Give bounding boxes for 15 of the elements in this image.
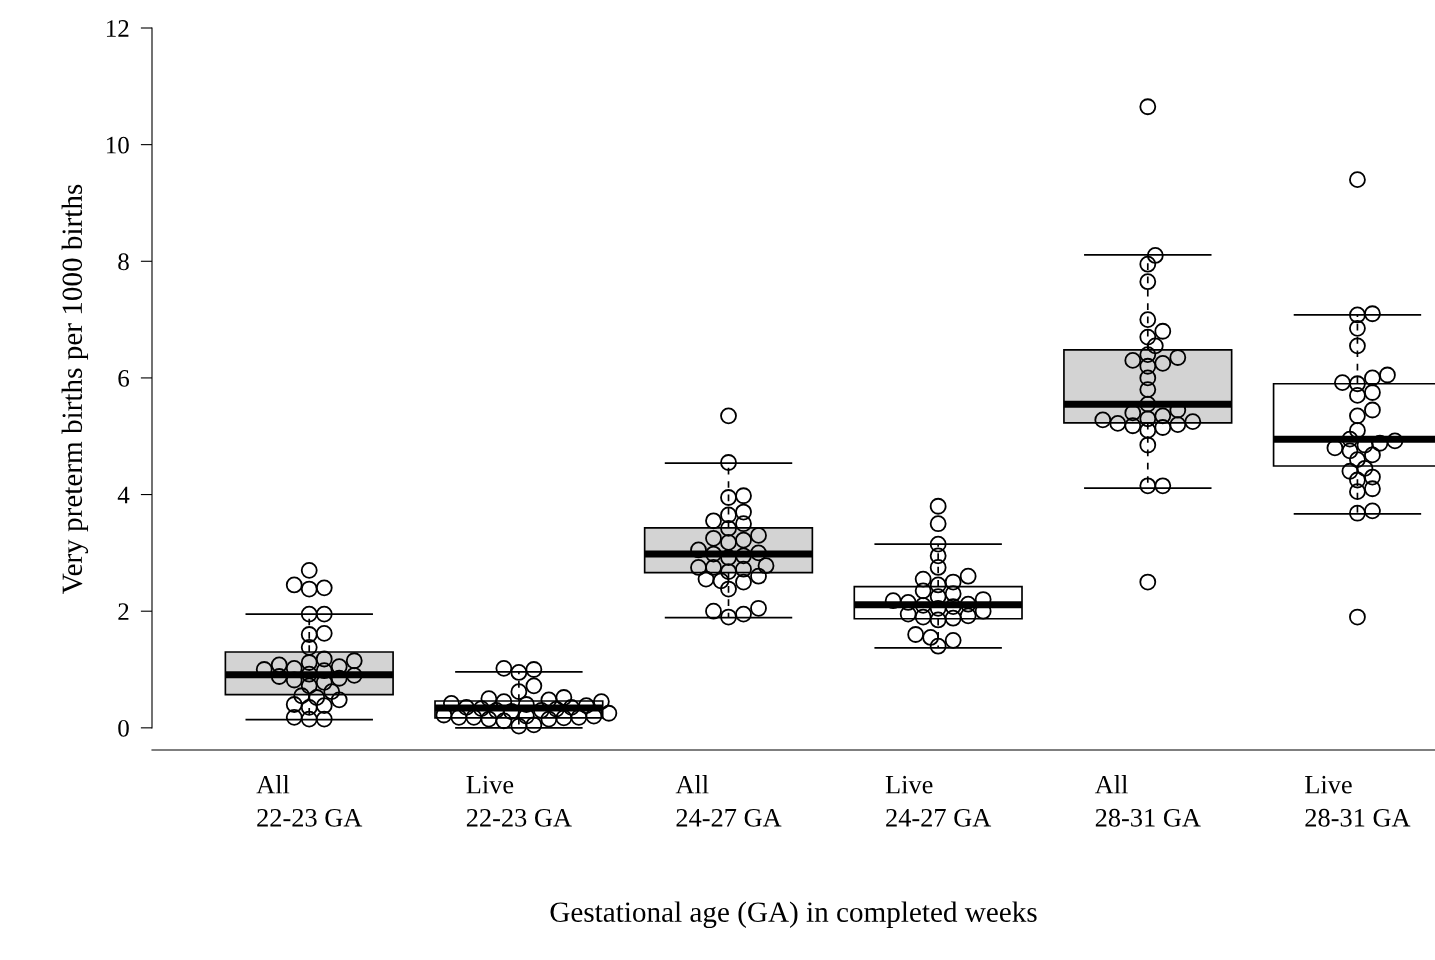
y-tick-label: 8 [118, 253, 129, 271]
y-axis-title: Very preterm births per 1000 births [61, 184, 89, 594]
y-tick-label: 10 [106, 136, 129, 154]
x-tick-label: All 28-31 GA [1094, 775, 1201, 827]
y-tick-label: 6 [118, 370, 130, 387]
x-tick-label: Live 28-31 GA [1305, 775, 1411, 827]
x-tick-label: Live 24-27 GA [885, 775, 992, 827]
y-tick-label: 4 [117, 486, 130, 504]
x-axis-title: Gestational age (GA) in completed weeks [550, 901, 1037, 928]
y-tick-label: 0 [118, 719, 129, 737]
y-tick-label: 12 [106, 20, 129, 37]
y-tick-label: 2 [118, 603, 129, 620]
x-tick-label: All 22-23 GA [256, 775, 363, 827]
x-tick-label: Live 22-23 GA [466, 775, 572, 827]
x-tick-label: All 24-27 GA [675, 775, 782, 827]
